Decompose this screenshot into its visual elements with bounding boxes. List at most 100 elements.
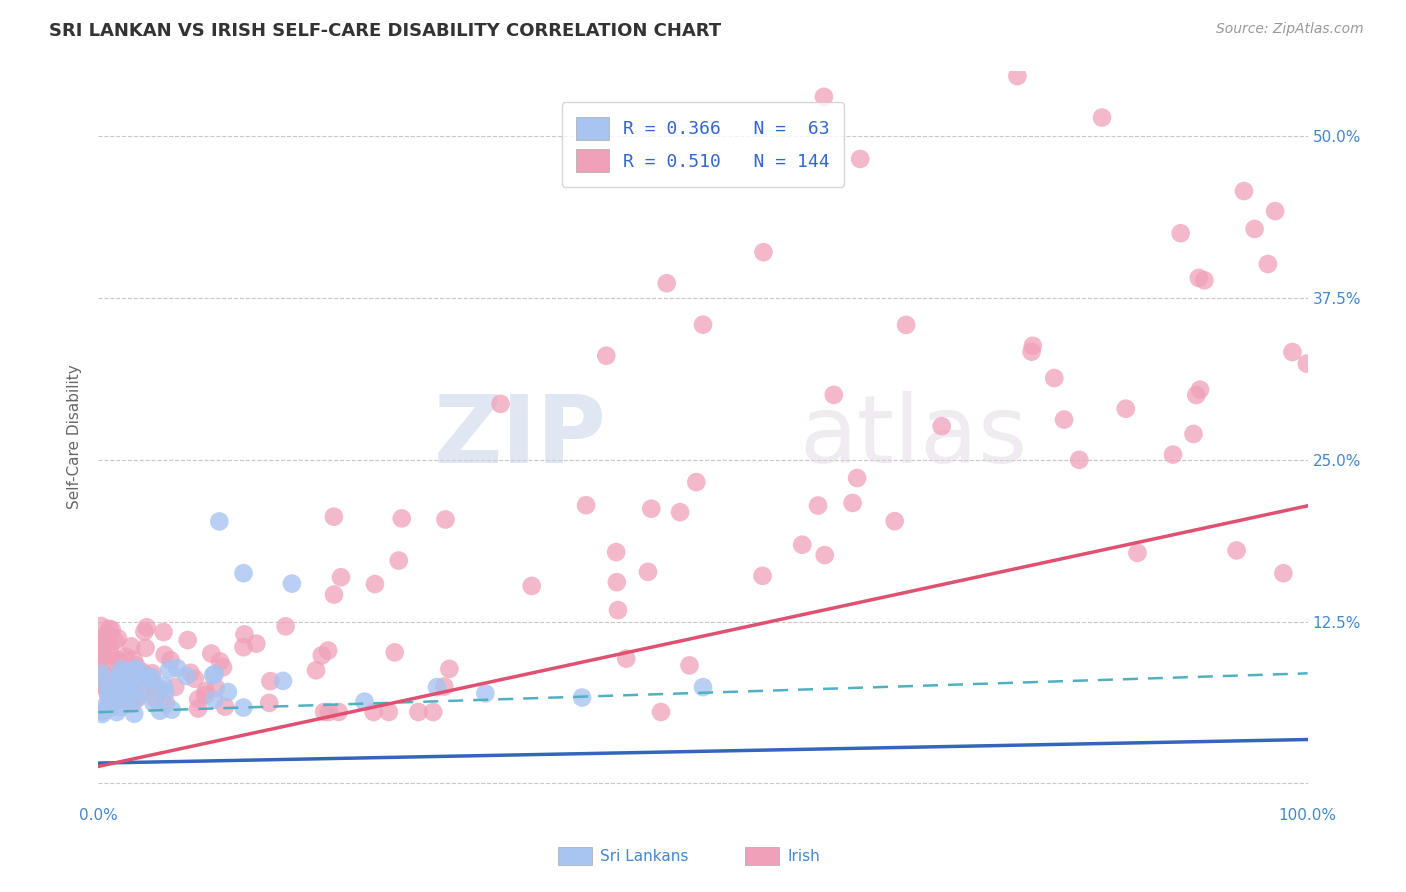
Point xyxy=(640,645,662,659)
Point xyxy=(1188,501,1211,516)
Point xyxy=(120,731,142,746)
Point xyxy=(259,753,281,767)
Point xyxy=(96,749,118,764)
Point xyxy=(1189,571,1212,585)
Point xyxy=(846,626,869,640)
Point xyxy=(90,719,112,733)
Point xyxy=(135,720,157,734)
Point xyxy=(1243,470,1265,484)
Point xyxy=(208,653,231,667)
Point xyxy=(194,762,217,776)
Point xyxy=(124,764,146,779)
Point xyxy=(110,750,132,764)
Point xyxy=(1272,686,1295,700)
Point xyxy=(330,688,353,702)
Bar xyxy=(745,847,779,865)
Point xyxy=(114,756,136,770)
Point xyxy=(1295,555,1317,569)
Point xyxy=(110,746,132,760)
Point xyxy=(112,763,135,777)
Point xyxy=(1170,473,1192,487)
Point xyxy=(655,504,678,518)
Point xyxy=(1194,502,1216,516)
Point xyxy=(1175,207,1198,221)
Point xyxy=(91,773,114,788)
Point xyxy=(122,773,145,788)
Legend: R = 0.366   N =  63, R = 0.510   N = 144: R = 0.366 N = 63, R = 0.510 N = 144 xyxy=(562,103,844,186)
Point xyxy=(1091,401,1114,415)
Point xyxy=(391,651,413,665)
Point xyxy=(90,739,112,753)
Point xyxy=(157,746,180,760)
Point xyxy=(408,772,430,787)
Point xyxy=(1264,459,1286,474)
Point xyxy=(1115,582,1137,597)
Point xyxy=(121,767,143,781)
Point xyxy=(125,764,148,778)
Point xyxy=(149,758,172,772)
Point xyxy=(118,750,141,764)
Point xyxy=(121,754,143,768)
Point xyxy=(110,754,132,768)
Point xyxy=(141,750,163,764)
Point xyxy=(650,772,672,787)
Point xyxy=(614,739,637,753)
Point xyxy=(104,728,127,742)
Point xyxy=(143,756,166,771)
Point xyxy=(112,761,135,775)
Point xyxy=(134,723,156,737)
Point xyxy=(931,594,953,608)
Point xyxy=(111,747,134,762)
Point xyxy=(214,769,236,783)
Point xyxy=(107,758,129,772)
Point xyxy=(685,629,707,643)
Point xyxy=(98,758,121,772)
Point xyxy=(122,761,145,775)
Text: Source: ZipAtlas.com: Source: ZipAtlas.com xyxy=(1216,22,1364,37)
Point xyxy=(692,530,714,544)
Point xyxy=(232,770,254,784)
Point xyxy=(245,730,267,744)
Point xyxy=(1022,543,1045,558)
Point xyxy=(149,772,172,786)
Text: atlas: atlas xyxy=(800,391,1028,483)
Point xyxy=(107,740,129,755)
Point xyxy=(204,764,226,779)
Point xyxy=(233,723,256,738)
Point xyxy=(607,708,630,723)
Point xyxy=(90,748,112,763)
Point xyxy=(305,747,328,761)
Point xyxy=(107,726,129,740)
Point xyxy=(814,674,837,689)
Point xyxy=(439,746,461,760)
Point xyxy=(1257,492,1279,507)
Y-axis label: Self-Care Disability: Self-Care Disability xyxy=(67,365,83,509)
Text: Sri Lankans: Sri Lankans xyxy=(600,848,689,863)
Point xyxy=(894,531,917,545)
Point xyxy=(159,740,181,755)
Point xyxy=(378,772,401,787)
Point xyxy=(434,652,457,666)
Point xyxy=(751,687,773,701)
Point xyxy=(98,721,121,735)
Point xyxy=(194,759,217,773)
Point xyxy=(117,754,139,768)
Point xyxy=(103,764,125,779)
Point xyxy=(384,735,406,749)
Point xyxy=(474,761,496,775)
Point xyxy=(605,673,627,687)
Point xyxy=(271,753,294,767)
Point xyxy=(160,771,183,785)
Point xyxy=(1185,574,1208,589)
Point xyxy=(96,727,118,741)
Point xyxy=(90,756,112,770)
Point xyxy=(91,731,114,745)
Point xyxy=(792,668,814,682)
Point xyxy=(117,764,139,779)
Point xyxy=(187,770,209,784)
Point xyxy=(91,772,114,787)
Point xyxy=(849,426,872,441)
Point xyxy=(122,739,145,754)
Point xyxy=(97,762,120,776)
Point xyxy=(114,738,136,752)
